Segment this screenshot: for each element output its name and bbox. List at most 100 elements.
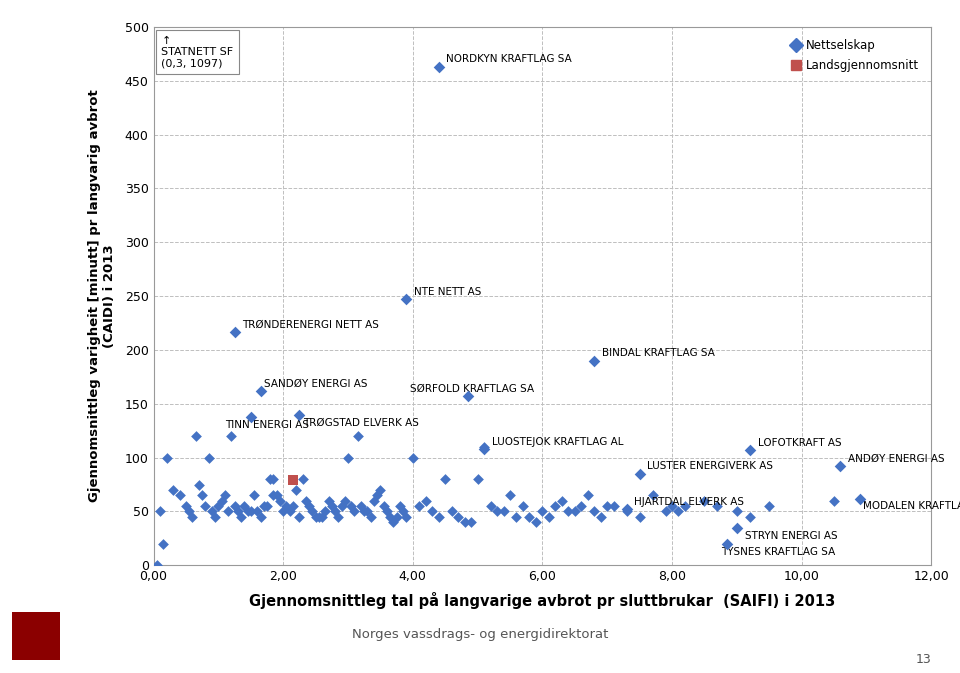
Point xyxy=(288,485,303,495)
Point xyxy=(730,506,745,517)
Point xyxy=(195,490,210,501)
Point xyxy=(304,506,320,517)
Point xyxy=(376,501,392,511)
Point xyxy=(424,506,440,517)
Point xyxy=(214,495,229,506)
Point xyxy=(431,61,446,72)
Text: BINDAL KRAFTLAG SA: BINDAL KRAFTLAG SA xyxy=(602,349,715,359)
Point xyxy=(191,479,206,490)
Point xyxy=(464,517,479,528)
Point xyxy=(632,468,647,479)
Point xyxy=(314,511,330,522)
Point xyxy=(677,501,692,511)
Point xyxy=(457,517,472,528)
Point xyxy=(353,501,369,511)
Point xyxy=(587,506,602,517)
Point xyxy=(742,511,757,522)
Point xyxy=(301,501,317,511)
Point xyxy=(709,501,725,511)
Point xyxy=(269,490,284,501)
Point xyxy=(567,506,583,517)
Text: TINN ENERGI AS: TINN ENERGI AS xyxy=(225,420,309,430)
Point xyxy=(363,511,378,522)
Point xyxy=(321,495,336,506)
Text: HJARTDAL ELVERK AS: HJARTDAL ELVERK AS xyxy=(635,497,744,507)
Point xyxy=(372,485,388,495)
Point xyxy=(645,490,660,501)
Point xyxy=(580,490,595,501)
Point xyxy=(382,511,397,522)
Point xyxy=(444,506,459,517)
Point xyxy=(761,501,777,511)
Point xyxy=(360,506,375,517)
Point xyxy=(233,511,249,522)
Point xyxy=(852,493,868,504)
Text: LOFOTKRAFT AS: LOFOTKRAFT AS xyxy=(757,438,841,448)
Point xyxy=(204,506,220,517)
Point xyxy=(263,474,278,485)
Point xyxy=(278,501,294,511)
Point xyxy=(632,511,647,522)
Point xyxy=(299,495,314,506)
Point xyxy=(438,474,453,485)
Text: NORDKYN KRAFTLAG SA: NORDKYN KRAFTLAG SA xyxy=(446,55,572,65)
Text: TRØNDERENERGI NETT AS: TRØNDERENERGI NETT AS xyxy=(242,320,379,329)
Point xyxy=(412,501,427,511)
Point xyxy=(431,511,446,522)
Point xyxy=(398,294,414,305)
Point xyxy=(243,411,258,422)
FancyBboxPatch shape xyxy=(12,612,60,660)
Point xyxy=(730,522,745,533)
Point xyxy=(266,474,281,485)
Point xyxy=(697,495,712,506)
Point xyxy=(554,495,569,506)
Point xyxy=(227,326,242,337)
Text: LUSTER ENERGIVERK AS: LUSTER ENERGIVERK AS xyxy=(647,462,774,472)
Text: Norges vassdrags- og energidirektorat: Norges vassdrags- og energidirektorat xyxy=(351,628,609,641)
Point xyxy=(181,506,197,517)
Point xyxy=(153,506,168,517)
Point xyxy=(165,485,180,495)
Point xyxy=(334,501,349,511)
Point xyxy=(573,501,588,511)
Text: TYSNES KRAFTLAG SA: TYSNES KRAFTLAG SA xyxy=(721,546,835,557)
Point xyxy=(295,474,310,485)
Point xyxy=(156,538,171,549)
Point xyxy=(405,452,420,463)
Point xyxy=(827,495,842,506)
Point xyxy=(221,506,236,517)
Point xyxy=(476,444,492,454)
Point xyxy=(490,506,505,517)
Point xyxy=(502,490,517,501)
Point xyxy=(535,506,550,517)
Point xyxy=(250,506,265,517)
Point xyxy=(327,506,343,517)
Text: ↑
STATNETT SF
(0,3, 1097): ↑ STATNETT SF (0,3, 1097) xyxy=(161,36,233,69)
Point xyxy=(240,506,255,517)
Point xyxy=(230,506,246,517)
Point xyxy=(210,501,227,511)
Point xyxy=(619,504,635,515)
Point xyxy=(188,431,204,441)
Point xyxy=(516,501,531,511)
Point xyxy=(224,431,239,441)
Text: SANDØY ENERGI AS: SANDØY ENERGI AS xyxy=(264,379,368,388)
Point xyxy=(344,501,359,511)
Point xyxy=(528,517,543,528)
Point xyxy=(541,511,557,522)
Point xyxy=(292,409,307,420)
Point xyxy=(292,511,307,522)
Point xyxy=(450,511,466,522)
Point xyxy=(266,490,281,501)
Point xyxy=(547,501,563,511)
Text: SØRFOLD KRAFTLAG SA: SØRFOLD KRAFTLAG SA xyxy=(410,384,534,394)
Point xyxy=(184,511,200,522)
Point xyxy=(330,511,346,522)
Point xyxy=(158,452,175,463)
Legend: Nettselskap, Landsgjennomsnitt: Nettselskap, Landsgjennomsnitt xyxy=(783,33,925,77)
Point xyxy=(587,355,602,366)
Point xyxy=(599,501,614,511)
Point xyxy=(350,431,366,441)
Point xyxy=(179,501,194,511)
Point xyxy=(495,506,511,517)
